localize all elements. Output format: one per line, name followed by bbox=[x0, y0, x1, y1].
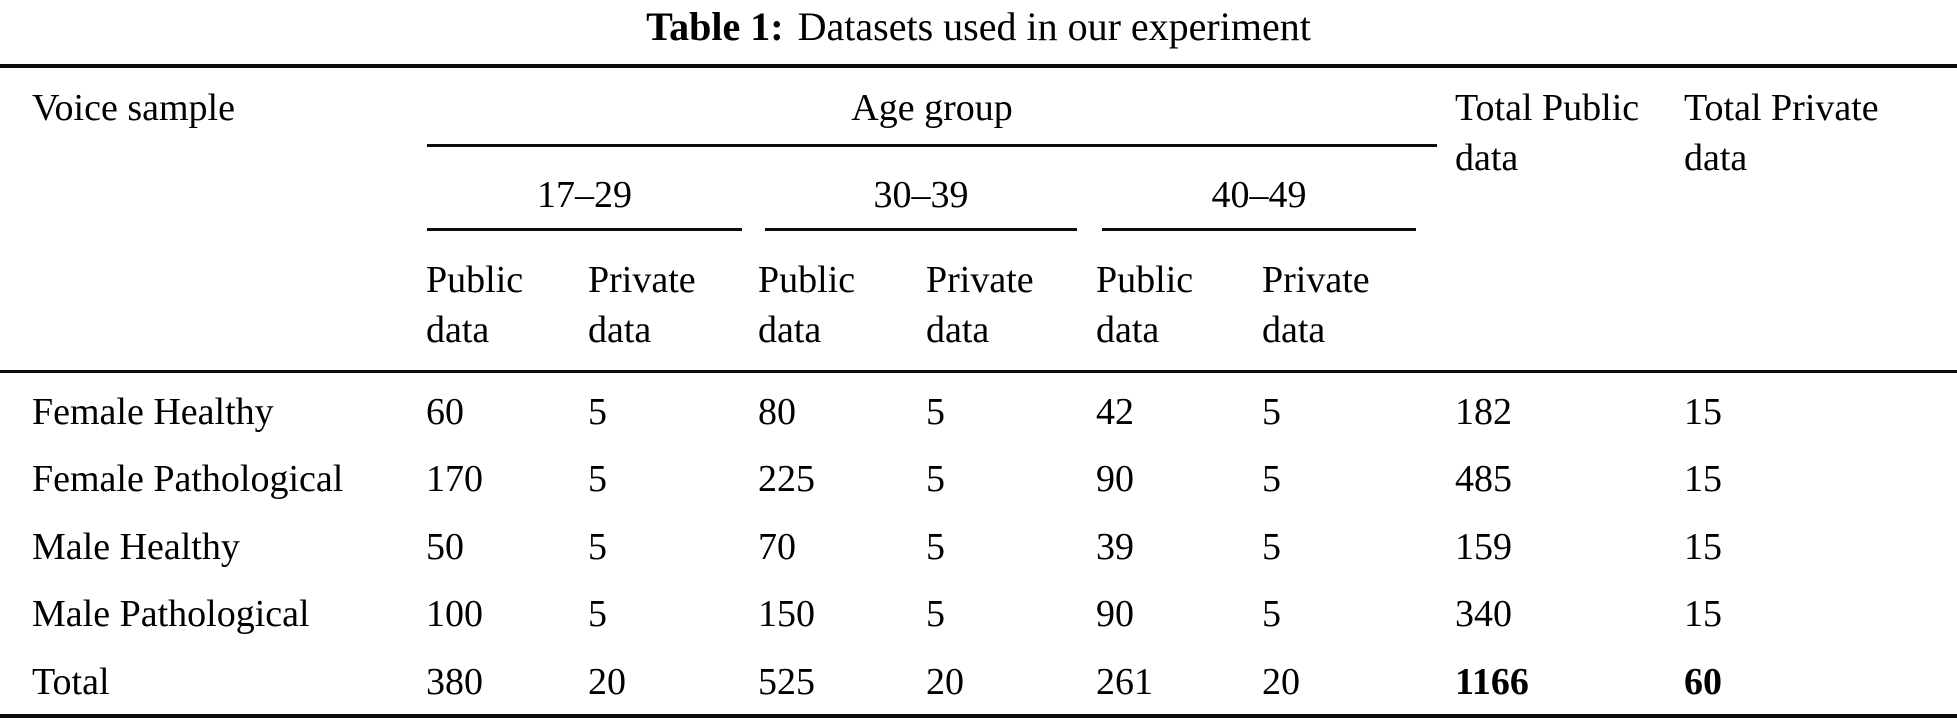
row-label-female-pathological: Female Pathological bbox=[32, 458, 344, 500]
total-private-header: Total Private data bbox=[1684, 87, 1879, 179]
cell-r3-c2: 5 bbox=[588, 526, 607, 568]
cell-r3-c6: 5 bbox=[1262, 526, 1281, 568]
cell-r5-c2: 20 bbox=[588, 661, 626, 703]
cell-r4-c1: 100 bbox=[426, 593, 483, 635]
cell-r5-c7-total-public: 1166 bbox=[1455, 661, 1529, 703]
cell-r2-c7: 485 bbox=[1455, 458, 1512, 500]
age-group-spanner-rule bbox=[427, 144, 1437, 147]
cell-r5-c5: 261 bbox=[1096, 661, 1153, 703]
cell-r3-c4: 5 bbox=[926, 526, 945, 568]
bottom-rule bbox=[0, 714, 1957, 718]
cell-r4-c5: 90 bbox=[1096, 593, 1134, 635]
cell-r1-c1: 60 bbox=[426, 391, 464, 433]
cell-r3-c3: 70 bbox=[758, 526, 796, 568]
cell-r4-c4: 5 bbox=[926, 593, 945, 635]
caption-label: Table 1: bbox=[646, 4, 784, 49]
age-range-30-39: 30–39 bbox=[873, 174, 969, 216]
row-label-male-pathological: Male Pathological bbox=[32, 593, 310, 635]
cell-r1-c7: 182 bbox=[1455, 391, 1512, 433]
age-range-40-49: 40–49 bbox=[1211, 174, 1307, 216]
cell-r3-c5: 39 bbox=[1096, 526, 1134, 568]
age-range-17-29: 17–29 bbox=[537, 174, 632, 216]
col-header-30-39-public: Public data bbox=[758, 259, 856, 351]
cell-r4-c7: 340 bbox=[1455, 593, 1512, 635]
caption-text: Datasets used in our experiment bbox=[797, 4, 1311, 49]
cell-r4-c3: 150 bbox=[758, 593, 815, 635]
row-label-female-healthy: Female Healthy bbox=[32, 391, 274, 433]
cell-r4-c6: 5 bbox=[1262, 593, 1281, 635]
cell-r5-c6: 20 bbox=[1262, 661, 1300, 703]
cell-r2-c2: 5 bbox=[588, 458, 607, 500]
table-caption: Table 1: Datasets used in our experiment bbox=[0, 2, 1957, 52]
cell-r4-c8: 15 bbox=[1684, 593, 1722, 635]
cell-r5-c3: 525 bbox=[758, 661, 815, 703]
cell-r2-c1: 170 bbox=[426, 458, 483, 500]
cell-r5-c1: 380 bbox=[426, 661, 483, 703]
cell-r1-c5: 42 bbox=[1096, 391, 1134, 433]
cell-r1-c2: 5 bbox=[588, 391, 607, 433]
cell-r2-c5: 90 bbox=[1096, 458, 1134, 500]
cell-r2-c6: 5 bbox=[1262, 458, 1281, 500]
age-17-29-rule bbox=[427, 228, 742, 231]
mid-rule bbox=[0, 370, 1957, 373]
cell-r1-c4: 5 bbox=[926, 391, 945, 433]
cell-r1-c3: 80 bbox=[758, 391, 796, 433]
cell-r3-c1: 50 bbox=[426, 526, 464, 568]
cell-r3-c7: 159 bbox=[1455, 526, 1512, 568]
age-40-49-rule bbox=[1102, 228, 1416, 231]
col-header-17-29-public: Public data bbox=[426, 259, 524, 351]
age-group-spanner-label: Age group bbox=[851, 87, 1013, 129]
top-rule bbox=[0, 64, 1957, 68]
col-header-30-39-private: Private data bbox=[926, 259, 1034, 351]
cell-r2-c4: 5 bbox=[926, 458, 945, 500]
col-header-40-49-private: Private data bbox=[1262, 259, 1370, 351]
row-label-male-healthy: Male Healthy bbox=[32, 526, 240, 568]
total-public-header: Total Public data bbox=[1455, 87, 1640, 179]
cell-r4-c2: 5 bbox=[588, 593, 607, 635]
cell-r1-c8: 15 bbox=[1684, 391, 1722, 433]
cell-r2-c3: 225 bbox=[758, 458, 815, 500]
cell-r1-c6: 5 bbox=[1262, 391, 1281, 433]
age-30-39-rule bbox=[765, 228, 1077, 231]
row-label-total: Total bbox=[32, 661, 110, 703]
cell-r5-c4: 20 bbox=[926, 661, 964, 703]
cell-r2-c8: 15 bbox=[1684, 458, 1722, 500]
cell-r3-c8: 15 bbox=[1684, 526, 1722, 568]
col-header-40-49-public: Public data bbox=[1096, 259, 1194, 351]
stub-header: Voice sample bbox=[32, 87, 235, 129]
cell-r5-c8-total-private: 60 bbox=[1684, 661, 1722, 703]
col-header-17-29-private: Private data bbox=[588, 259, 696, 351]
